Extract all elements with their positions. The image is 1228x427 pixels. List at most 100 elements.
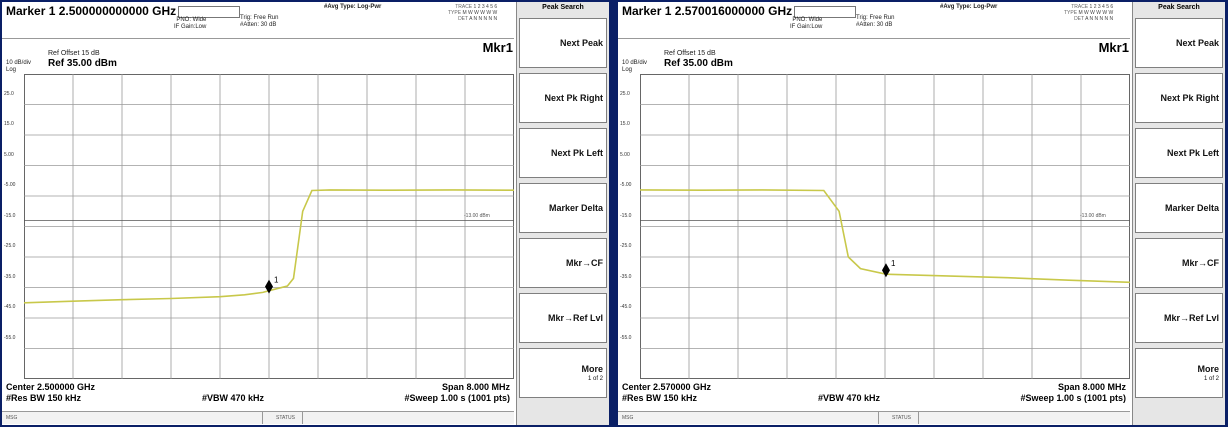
plot-svg: 1: [640, 74, 1130, 379]
center-frequency: Center 2.500000 GHz: [6, 382, 96, 392]
det-values: A N N N N N: [1085, 16, 1114, 22]
y-tick-label: 5.00: [620, 151, 630, 158]
mkr-ref-lvl-button[interactable]: Mkr→Ref Lvl: [519, 293, 607, 343]
pno-info: PNO: Wide IF Gain:Low: [790, 17, 822, 31]
next-pk-right-button[interactable]: Next Pk Right: [1135, 73, 1223, 123]
type-values: M W W W W W: [462, 10, 498, 16]
next-pk-left-button[interactable]: Next Pk Left: [519, 128, 607, 178]
pno-text: PNO: Wide: [792, 17, 823, 23]
y-tick-label: -5.00: [620, 182, 632, 188]
ref-level: Ref 35.00 dBm: [664, 58, 733, 69]
mkr-ref-lvl-button[interactable]: Mkr→Ref Lvl: [1135, 293, 1223, 343]
type-label: TYPE: [448, 10, 462, 16]
softkey-menu-title: Peak Search: [1158, 4, 1200, 11]
marker-delta-button[interactable]: Marker Delta: [1135, 183, 1223, 233]
center-frequency: Center 2.570000 GHz: [622, 382, 712, 392]
span: Span 8.000 MHz: [1057, 382, 1126, 392]
trig-info: Trig: Free Run #Atten: 30 dB: [240, 15, 278, 29]
vbw: #VBW 470 kHz: [818, 393, 881, 403]
marker-diamond: [265, 279, 273, 294]
softkey-panel: Peak Search Next Peak Next Pk Right Next…: [1132, 2, 1225, 425]
spectrum-plot[interactable]: 1: [640, 74, 1130, 379]
more-button[interactable]: More 1 of 2: [1135, 348, 1223, 398]
y-tick-label: -45.0: [620, 304, 632, 310]
next-pk-left-button[interactable]: Next Pk Left: [1135, 128, 1223, 178]
trace-numbers: 1 2 3 4 5 6: [473, 4, 498, 10]
more-page: 1 of 2: [1203, 376, 1219, 382]
mkr-cf-button[interactable]: Mkr→CF: [1135, 238, 1223, 288]
next-peak-button[interactable]: Next Peak: [519, 18, 607, 68]
atten-text: #Atten: 30 dB: [856, 22, 893, 28]
trig-info: Trig: Free Run #Atten: 30 dB: [856, 15, 894, 29]
trace-indicator: TRACE 1 2 3 4 5 6 TYPE M W W W W W DET A…: [448, 4, 497, 22]
ref-level: Ref 35.00 dBm: [48, 58, 117, 69]
span: Span 8.000 MHz: [441, 382, 510, 392]
marker-delta-button[interactable]: Marker Delta: [519, 183, 607, 233]
spectrum-plot[interactable]: 1: [24, 74, 514, 379]
scale-label: 10 dB/div: [622, 60, 648, 66]
footer-settings: Center 2.570000 GHz #Res BW 150 kHz #VBW…: [618, 380, 1130, 410]
more-page: 1 of 2: [587, 376, 603, 382]
spectrum-trace: [24, 189, 514, 304]
mkr-cf-button[interactable]: Mkr→CF: [519, 238, 607, 288]
status-bar: MSG STATUS: [618, 411, 1130, 424]
trace-row: TRACE 1 2 3 4 5 6: [455, 4, 498, 10]
gain-text: IF Gain:Low: [174, 24, 207, 30]
y-tick-label: 5.00: [4, 151, 14, 158]
det-label: DET: [458, 16, 468, 22]
trace-numbers: 1 2 3 4 5 6: [1089, 4, 1114, 10]
det-values: A N N N N N: [469, 16, 498, 22]
sweep: #Sweep 1.00 s (1001 pts): [404, 393, 510, 403]
type-row: TYPE M W W W W W: [448, 10, 497, 16]
y-tick-label: 15.0: [4, 121, 14, 127]
status-label: STATUS: [892, 415, 911, 421]
sweep: #Sweep 1.00 s (1001 pts): [1020, 393, 1126, 403]
y-tick-label: -25.0: [620, 243, 632, 249]
y-tick-label: 15.0: [620, 121, 630, 127]
marker-entry-box[interactable]: [178, 5, 241, 18]
display-line-label: -13.00 dBm: [464, 213, 490, 220]
det-row: DET A N N N N N: [1064, 16, 1113, 22]
pno-text: PNO: Wide: [176, 17, 207, 23]
status-label: STATUS: [276, 415, 295, 421]
trace-row: TRACE 1 2 3 4 5 6: [1071, 4, 1114, 10]
analyzer-panel-1: Marker 1 2.500000000000 GHz PNO: Wide IF …: [0, 0, 610, 427]
more-label: More: [1197, 364, 1219, 374]
y-tick-label: -15.0: [4, 212, 16, 219]
softkey-panel: Peak Search Next Peak Next Pk Right Next…: [516, 2, 609, 425]
next-peak-button[interactable]: Next Peak: [1135, 18, 1223, 68]
det-row: DET A N N N N N: [448, 16, 497, 22]
det-label: DET: [1074, 16, 1084, 22]
more-button[interactable]: More 1 of 2: [519, 348, 607, 398]
header-bar: Marker 1 2.500000000000 GHz PNO: Wide IF …: [2, 2, 514, 39]
y-tick-label: -35.0: [620, 273, 632, 280]
analyzer-panel-2: Marker 1 2.570016000000 GHz PNO: Wide IF …: [616, 0, 1226, 427]
status-msg: MSG: [622, 415, 634, 421]
marker-title-text: Marker 1 2.570016000000 GHz: [622, 4, 793, 18]
pno-info: PNO: Wide IF Gain:Low: [174, 17, 206, 31]
marker-number: 1: [891, 259, 896, 268]
y-tick-label: -5.00: [4, 182, 16, 188]
y-tick-label: 25.0: [620, 90, 630, 97]
vbw: #VBW 470 kHz: [202, 393, 265, 403]
status-msg: MSG: [6, 415, 18, 421]
ref-offset: Ref Offset 15 dB: [48, 50, 100, 57]
trig-text: Trig: Free Run: [856, 15, 895, 21]
status-bar: MSG STATUS: [2, 411, 514, 424]
log-label: Log: [622, 67, 633, 73]
marker-title: Marker 1 2.570016000000 GHz: [622, 4, 857, 18]
y-tick-label: -25.0: [4, 243, 16, 249]
gain-text: IF Gain:Low: [790, 24, 823, 30]
y-tick-label: 25.0: [4, 90, 14, 97]
res-bw: #Res BW 150 kHz: [622, 393, 698, 403]
y-tick-label: -55.0: [620, 334, 632, 341]
trig-text: Trig: Free Run: [240, 15, 279, 21]
marker-title: Marker 1 2.500000000000 GHz: [6, 4, 241, 18]
y-tick-label: -35.0: [4, 273, 16, 280]
marker-number: 1: [274, 276, 279, 285]
y-tick-label: -45.0: [4, 304, 16, 310]
next-pk-right-button[interactable]: Next Pk Right: [519, 73, 607, 123]
marker-entry-box[interactable]: [794, 5, 857, 18]
ref-offset: Ref Offset 15 dB: [664, 50, 716, 57]
avg-type: #Avg Type: Log-Pwr: [940, 4, 998, 10]
